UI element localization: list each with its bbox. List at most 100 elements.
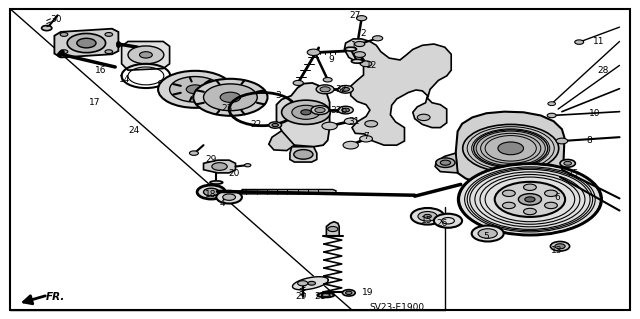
Circle shape	[216, 191, 242, 204]
Circle shape	[365, 121, 378, 127]
Circle shape	[282, 100, 330, 124]
Circle shape	[524, 184, 536, 190]
Circle shape	[316, 85, 334, 94]
Circle shape	[474, 130, 548, 167]
Circle shape	[458, 164, 602, 235]
Text: 5: 5	[484, 232, 489, 241]
Circle shape	[170, 77, 221, 102]
Text: 27: 27	[349, 11, 361, 20]
Text: 11: 11	[593, 37, 605, 46]
Circle shape	[418, 211, 437, 221]
Circle shape	[356, 16, 367, 21]
Text: 24: 24	[129, 126, 140, 135]
Polygon shape	[456, 112, 564, 185]
Polygon shape	[290, 147, 317, 162]
Text: 30: 30	[51, 15, 62, 24]
Circle shape	[372, 36, 383, 41]
Text: 23: 23	[221, 104, 233, 113]
Circle shape	[524, 208, 536, 215]
Circle shape	[434, 214, 462, 228]
Circle shape	[77, 38, 96, 48]
Circle shape	[42, 26, 52, 31]
Circle shape	[293, 80, 303, 85]
Circle shape	[320, 87, 330, 92]
Text: 9: 9	[329, 55, 334, 63]
Text: 25: 25	[567, 169, 579, 178]
Polygon shape	[435, 153, 458, 173]
Circle shape	[498, 142, 524, 155]
Circle shape	[411, 208, 444, 225]
Circle shape	[346, 291, 352, 294]
Circle shape	[292, 105, 320, 119]
Polygon shape	[242, 189, 336, 194]
Circle shape	[360, 136, 372, 142]
Circle shape	[301, 110, 311, 115]
Text: 2: 2	[361, 29, 366, 38]
Polygon shape	[204, 160, 236, 173]
Circle shape	[193, 79, 268, 116]
Circle shape	[556, 138, 568, 144]
Polygon shape	[326, 222, 339, 236]
Circle shape	[342, 108, 349, 112]
Circle shape	[354, 52, 365, 57]
Circle shape	[244, 164, 251, 167]
Circle shape	[548, 102, 556, 106]
Circle shape	[60, 50, 68, 54]
Circle shape	[298, 281, 308, 286]
Circle shape	[322, 122, 337, 130]
Text: 16: 16	[95, 66, 107, 75]
Text: 3: 3	[276, 91, 281, 100]
Circle shape	[105, 50, 113, 54]
Polygon shape	[122, 41, 170, 70]
Circle shape	[197, 185, 225, 199]
Polygon shape	[54, 29, 118, 57]
Circle shape	[417, 114, 430, 121]
Circle shape	[343, 141, 358, 149]
Polygon shape	[344, 39, 451, 145]
Text: 29: 29	[205, 155, 217, 164]
Text: 32: 32	[335, 85, 346, 94]
Text: 20: 20	[228, 169, 239, 178]
Text: 29: 29	[295, 292, 307, 301]
Circle shape	[525, 197, 535, 202]
Circle shape	[344, 118, 357, 124]
Circle shape	[315, 108, 325, 113]
Circle shape	[294, 150, 313, 159]
Circle shape	[440, 160, 451, 165]
Circle shape	[424, 214, 431, 218]
Circle shape	[472, 226, 504, 241]
Text: FR.: FR.	[46, 292, 65, 302]
Circle shape	[342, 87, 349, 91]
Circle shape	[323, 78, 332, 82]
Circle shape	[307, 49, 320, 56]
Circle shape	[545, 190, 557, 197]
Text: 21: 21	[314, 292, 326, 300]
Circle shape	[223, 194, 236, 200]
Circle shape	[60, 33, 68, 36]
Circle shape	[269, 122, 282, 128]
Text: 4: 4	[220, 199, 225, 208]
Circle shape	[555, 244, 565, 249]
Text: 7: 7	[364, 132, 369, 141]
Circle shape	[220, 92, 241, 102]
Circle shape	[545, 202, 557, 209]
Polygon shape	[269, 131, 294, 151]
Circle shape	[159, 80, 165, 84]
Circle shape	[67, 33, 106, 53]
Text: 15: 15	[420, 216, 432, 225]
Circle shape	[158, 71, 232, 108]
Text: 1: 1	[351, 41, 356, 50]
Circle shape	[311, 106, 329, 115]
Text: 10: 10	[589, 109, 601, 118]
Ellipse shape	[351, 59, 363, 63]
Circle shape	[328, 226, 338, 232]
Text: SV23-E1900: SV23-E1900	[369, 303, 424, 312]
Circle shape	[436, 158, 455, 167]
Circle shape	[547, 113, 556, 118]
Circle shape	[560, 160, 575, 167]
Circle shape	[272, 123, 278, 127]
Circle shape	[550, 241, 570, 251]
Circle shape	[502, 202, 515, 209]
Circle shape	[338, 85, 353, 93]
Polygon shape	[292, 277, 328, 290]
